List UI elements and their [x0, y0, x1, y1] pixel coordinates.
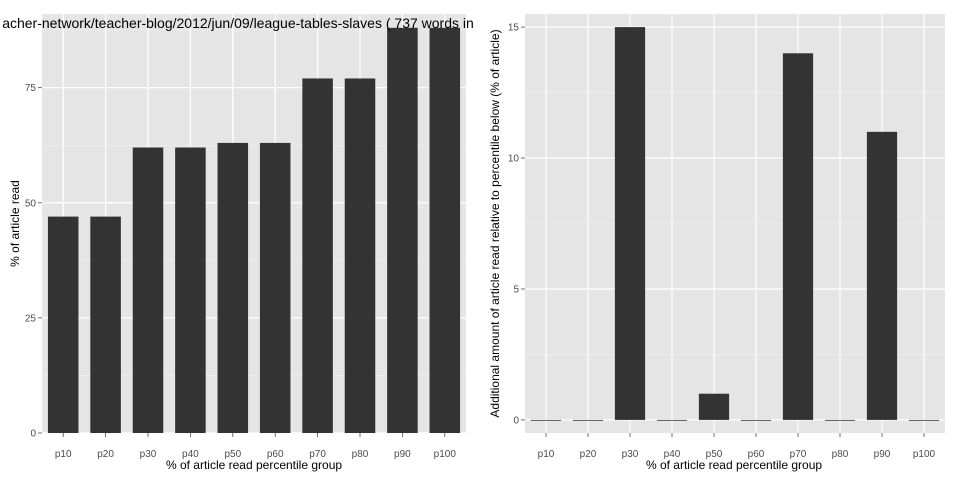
y-tick-label: 0 [513, 415, 519, 426]
x-tick-label: p50 [224, 449, 241, 460]
x-tick-label: p10 [538, 449, 555, 460]
x-tick-label: p80 [832, 449, 849, 460]
x-tick-label: p60 [267, 449, 284, 460]
bar-p40 [656, 419, 688, 421]
bar-p70 [302, 78, 333, 433]
x-tick-label: p30 [140, 449, 157, 460]
bar-p80 [344, 78, 376, 433]
bar-p100 [908, 419, 940, 421]
bar-p20 [572, 419, 604, 421]
x-tick-label: p40 [182, 449, 199, 460]
bar-p50 [217, 142, 249, 433]
x-tick-label: p70 [309, 449, 326, 460]
chart-left: 0 25 50 75 p10 p20 p30 p40 p50 p60 p70 p80 p90 p100 % … [2, 14, 474, 472]
y-tick-label: 15 [508, 23, 520, 34]
y-tick-label: 50 [25, 198, 37, 209]
x-tick-label: p30 [622, 449, 639, 460]
bar-p30 [132, 147, 164, 433]
bar-p10 [47, 216, 79, 433]
bar-p10 [530, 419, 562, 421]
bar-p90 [387, 27, 418, 434]
bar-p60 [740, 419, 772, 421]
y-axis-title: Additional amount of article read relati… [488, 29, 502, 417]
bar-p30 [614, 27, 646, 420]
y-axis-title: % of article read [8, 180, 22, 267]
x-tick-label: p90 [394, 449, 411, 460]
x-tick-label: p70 [790, 449, 807, 460]
x-tick-label: p40 [664, 449, 681, 460]
bar-p90 [866, 131, 898, 420]
bar-p100 [429, 27, 461, 434]
y-tick-label: 5 [513, 284, 519, 295]
bar-p40 [175, 147, 206, 433]
x-tick-label: p100 [434, 449, 457, 460]
y-tick-label: 0 [30, 429, 36, 440]
bar-p50 [698, 393, 730, 420]
y-tick-label: 75 [25, 83, 37, 94]
x-tick-label: p100 [913, 449, 936, 460]
x-tick-label: p20 [97, 449, 114, 460]
bar-p70 [782, 53, 814, 420]
x-tick-label: p80 [352, 449, 369, 460]
chart-title: acher-network/teacher-blog/2012/jun/09/l… [2, 15, 474, 31]
y-tick-label: 10 [508, 154, 520, 165]
x-tick-label: p20 [580, 449, 597, 460]
bar-p80 [824, 419, 856, 421]
chart-right: 0 5 10 15 p10 p20 p30 p40 p50 p60 p70 p80 p90 p100 % o… [488, 14, 945, 472]
x-tick-label: p50 [706, 449, 723, 460]
x-tick-label: p10 [55, 449, 72, 460]
y-tick-label: 25 [25, 313, 37, 324]
x-axis-title: % of article read percentile group [166, 458, 342, 472]
bar-p20 [90, 216, 121, 433]
x-tick-label: p60 [748, 449, 765, 460]
bar-p60 [259, 142, 291, 433]
x-tick-label: p90 [874, 449, 891, 460]
x-axis-title: % of article read percentile group [646, 458, 822, 472]
